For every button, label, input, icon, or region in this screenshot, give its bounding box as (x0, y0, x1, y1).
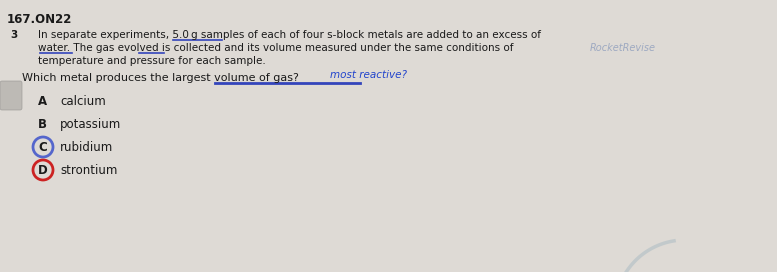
Text: calcium: calcium (60, 95, 106, 108)
FancyBboxPatch shape (0, 81, 22, 110)
Text: RocketRevise: RocketRevise (590, 43, 656, 53)
Text: Which metal produces the largest volume of gas?: Which metal produces the largest volume … (22, 73, 299, 83)
Text: A: A (38, 95, 47, 108)
Text: B: B (38, 118, 47, 131)
Text: rubidium: rubidium (60, 141, 113, 154)
Text: In separate experiments, 5.0 g samples of each of four s-block metals are added : In separate experiments, 5.0 g samples o… (38, 30, 541, 40)
Text: temperature and pressure for each sample.: temperature and pressure for each sample… (38, 56, 266, 66)
Text: most reactive?: most reactive? (330, 70, 407, 80)
Text: strontium: strontium (60, 164, 117, 177)
Text: 3: 3 (10, 30, 17, 40)
Text: D: D (38, 164, 47, 177)
Text: C: C (38, 141, 47, 154)
Text: potassium: potassium (60, 118, 121, 131)
Text: water. The gas evolved is collected and its volume measured under the same condi: water. The gas evolved is collected and … (38, 43, 514, 53)
Text: 167.ON22: 167.ON22 (7, 13, 72, 26)
